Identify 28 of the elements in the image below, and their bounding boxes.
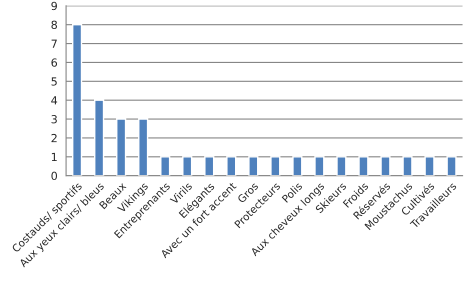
y-tick-label: 7 (52, 40, 57, 48)
bar (248, 156, 258, 176)
bar (138, 118, 148, 176)
bar (72, 24, 82, 176)
bar (204, 156, 214, 176)
bar (116, 118, 126, 176)
y-tick-label: 5 (52, 77, 57, 86)
bar (336, 156, 347, 176)
bar (160, 156, 170, 176)
y-tick-label: 9 (51, 2, 57, 10)
bar (94, 99, 104, 176)
bar (424, 156, 435, 176)
bar (358, 156, 369, 176)
bar (402, 156, 413, 176)
bar (446, 156, 457, 176)
bar (226, 156, 236, 176)
bar (270, 156, 280, 176)
y-tick-label: 6 (51, 58, 58, 67)
y-tick-label: 3 (52, 115, 57, 124)
y-tick-label: 2 (51, 134, 57, 142)
bar (380, 156, 391, 176)
y-tick-label: 1 (52, 152, 57, 162)
y-tick-label: 4 (51, 96, 58, 104)
y-tick-label: 0 (51, 172, 58, 180)
bar (182, 156, 192, 176)
bar (292, 156, 302, 176)
bar (314, 156, 324, 176)
y-tick-label: 8 (51, 20, 57, 30)
